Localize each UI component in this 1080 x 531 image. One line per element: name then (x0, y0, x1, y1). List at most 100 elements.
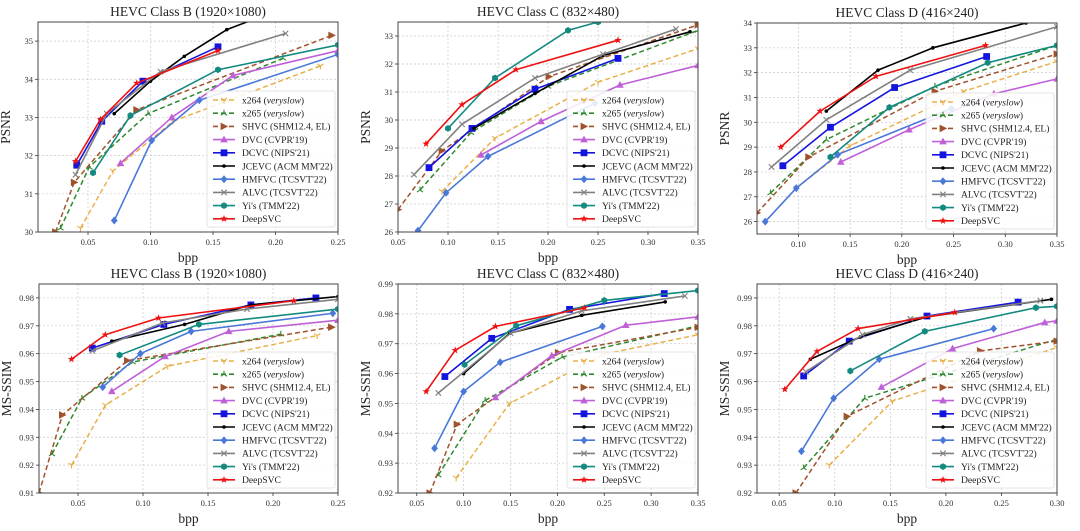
x-tick-label: 0.05 (409, 498, 424, 508)
data-point-x264 (317, 63, 324, 70)
data-point-hmfvc (442, 188, 450, 197)
series-line-deepsvc (425, 39, 619, 145)
legend-marker-shvc (939, 124, 948, 133)
legend-marker-shvc (220, 122, 229, 131)
series-line-deepsvc (780, 44, 986, 148)
data-point-dcvc (531, 85, 539, 93)
series-line-yi (849, 305, 1057, 372)
x-tick-label: 0.20 (938, 498, 953, 508)
data-point-jcevc (224, 27, 229, 32)
legend-marker-x265 (580, 370, 588, 377)
y-tick-label: 30 (25, 227, 34, 237)
legend-label-yi: Yi's (TMM'22) (602, 462, 660, 473)
legend-marker-deepsvc (939, 216, 947, 224)
data-point-x264 (491, 135, 499, 142)
data-point-dvc (477, 151, 485, 158)
legend-label-dvc: DVC (CVPR'19) (602, 396, 667, 407)
y-tick-label: 31 (385, 87, 394, 97)
data-point-yi (984, 59, 991, 67)
data-point-x264 (889, 398, 896, 405)
y-tick-label: 0.99 (378, 279, 393, 289)
plot-frame (397, 283, 699, 494)
x-tick-label: 0.30 (641, 237, 656, 247)
x-tick-label: 0.05 (71, 498, 86, 508)
data-point-x264 (694, 46, 698, 52)
series-line-hmfvc (433, 325, 603, 449)
data-point-yi (90, 169, 96, 177)
data-point-yi (827, 153, 834, 161)
y-tick-label: 29 (385, 143, 394, 153)
legend-marker-jcevc (222, 164, 226, 168)
legend-marker-deepsvc (939, 475, 947, 483)
data-point-x264 (438, 188, 446, 195)
data-point-deepsvc (580, 303, 589, 312)
legend-label-alvc: ALVC (TCSVT'22) (961, 449, 1037, 460)
legend-marker-alvc (580, 450, 588, 457)
x-tick-label: 0.20 (266, 498, 281, 508)
x-tick-label: 0.05 (81, 237, 96, 247)
data-point-x265 (694, 27, 698, 33)
x-tick-label: 0.25 (994, 498, 1009, 508)
legend-label-jcevc: JCEVC (ACM MM'22) (242, 161, 333, 172)
data-point-dcvc (488, 334, 496, 342)
data-point-x264 (313, 333, 321, 339)
data-point-dcvc (614, 55, 622, 62)
x-tick-label: 0.35 (1050, 239, 1065, 249)
y-tick-label: 0.98 (378, 309, 393, 319)
data-point-dvc (167, 113, 176, 121)
legend: x264 (veryslow) x265 (veryslow) SHVC (SHM1… (925, 92, 1055, 230)
legend-label-shvc: SHVC (SHM12.4, EL) (602, 122, 690, 133)
series-line-x264 (455, 334, 698, 479)
data-point-deepsvc (71, 157, 80, 165)
y-tick-label: 0.95 (19, 377, 34, 387)
x-axis-label: bpp (897, 252, 918, 267)
legend-label-shvc: SHVC (SHM12.4, EL) (242, 122, 330, 133)
series-line-dvc (495, 316, 698, 399)
series-line-deepsvc (784, 311, 955, 390)
data-point-dcvc (468, 125, 476, 132)
x-tick-label: 0.20 (550, 498, 565, 508)
data-point-yi (513, 322, 520, 330)
y-tick-label: 35 (25, 36, 34, 46)
x-tick-label: 0.10 (136, 498, 151, 508)
legend-label-shvc: SHVC (SHM12.4, EL) (961, 383, 1049, 394)
data-point-dvc (547, 351, 556, 359)
legend-marker-alvc (220, 450, 228, 457)
legend-label-x265: x265 (veryslow) (961, 111, 1023, 122)
data-point-dvc (1053, 74, 1057, 82)
data-point-x265 (558, 353, 566, 360)
x-tick-label: 0.20 (541, 237, 556, 247)
series-group (39, 294, 338, 493)
data-point-hmfvc (792, 184, 800, 193)
legend-label-jcevc: JCEVC (ACM MM'22) (961, 422, 1052, 433)
legend-marker-deepsvc (580, 475, 588, 483)
legend-marker-dcvc (220, 410, 228, 418)
legend-label-x264: x264 (veryslow) (961, 97, 1023, 108)
series-line-shvc (429, 326, 698, 493)
series-line-yi (92, 44, 338, 174)
y-tick-label: 0.92 (378, 488, 393, 498)
x-tick-label: 0.25 (597, 498, 612, 508)
y-tick-label: 32 (25, 151, 34, 161)
data-point-alvc (906, 67, 914, 74)
data-point-shvc (1053, 50, 1057, 58)
legend-label-alvc: ALVC (TCSVT'22) (961, 190, 1037, 201)
data-point-alvc (458, 121, 466, 128)
legend-label-deepsvc: DeepSVC (961, 216, 1000, 227)
y-tick-label: 33 (744, 43, 753, 53)
y-tick-label: 0.91 (19, 488, 34, 498)
legend-label-shvc: SHVC (SHM12.4, EL) (961, 124, 1049, 135)
legend-label-jcevc: JCEVC (ACM MM'22) (602, 161, 693, 172)
data-point-deepsvc (491, 322, 500, 330)
legend-marker-dcvc (939, 151, 947, 159)
x-tick-label: 0.10 (456, 498, 471, 508)
legend-marker-yi (221, 202, 227, 209)
legend-marker-shvc (580, 383, 589, 392)
data-point-alvc (599, 51, 607, 58)
data-point-hmfvc (484, 152, 492, 161)
series-line-alvc (805, 299, 1041, 373)
data-point-dcvc (891, 84, 898, 91)
x-tick-label: 0.10 (791, 239, 806, 249)
data-point-x265 (800, 464, 808, 471)
data-point-x264 (1053, 345, 1057, 351)
